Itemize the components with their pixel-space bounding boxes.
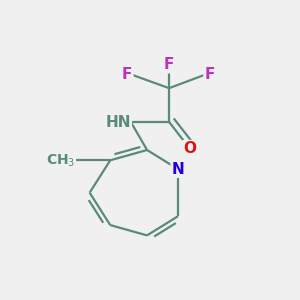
Text: N: N bbox=[172, 162, 184, 177]
Text: HN: HN bbox=[105, 115, 131, 130]
Text: CH$_3$: CH$_3$ bbox=[46, 152, 75, 169]
Text: F: F bbox=[205, 68, 215, 82]
Text: O: O bbox=[183, 141, 196, 156]
Text: F: F bbox=[122, 68, 132, 82]
Text: F: F bbox=[164, 57, 174, 72]
